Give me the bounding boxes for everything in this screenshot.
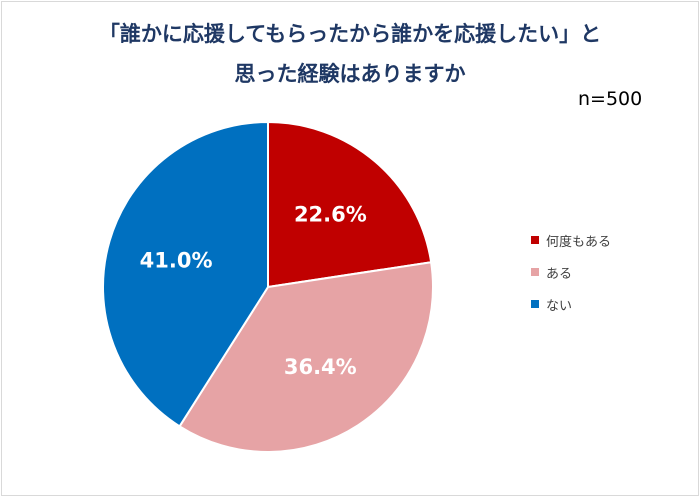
pie-slice-0 — [267, 120, 433, 289]
legend-swatch-2 — [531, 300, 539, 308]
pie-data-label-1: 36.4% — [284, 355, 357, 379]
legend-label-0: 何度もある — [546, 234, 612, 250]
sample-size-label: n=500 — [578, 88, 643, 110]
legend-item-1: ある — [531, 256, 611, 288]
chart-title-line-2: 思った経験はありますか — [234, 62, 466, 86]
legend-swatch-1 — [531, 268, 539, 276]
chart-title: 「誰かに応援してもらったから誰かを応援したい」と 思った経験はありますか — [0, 14, 700, 94]
legend-swatch-0 — [531, 236, 539, 244]
legend-label-2: ない — [546, 298, 573, 314]
legend-label-1: ある — [546, 266, 573, 282]
legend: 何度もある ある ない — [531, 224, 611, 320]
legend-item-2: ない — [531, 288, 611, 320]
pie-slice-2 — [102, 120, 269, 428]
pie-data-label-2: 41.0% — [140, 248, 213, 272]
legend-item-0: 何度もある — [531, 224, 611, 256]
pie-slice-1 — [178, 261, 434, 453]
chart-title-line-1: 「誰かに応援してもらったから誰かを応援したい」と — [98, 22, 602, 46]
pie-data-label-0: 22.6% — [294, 202, 367, 226]
